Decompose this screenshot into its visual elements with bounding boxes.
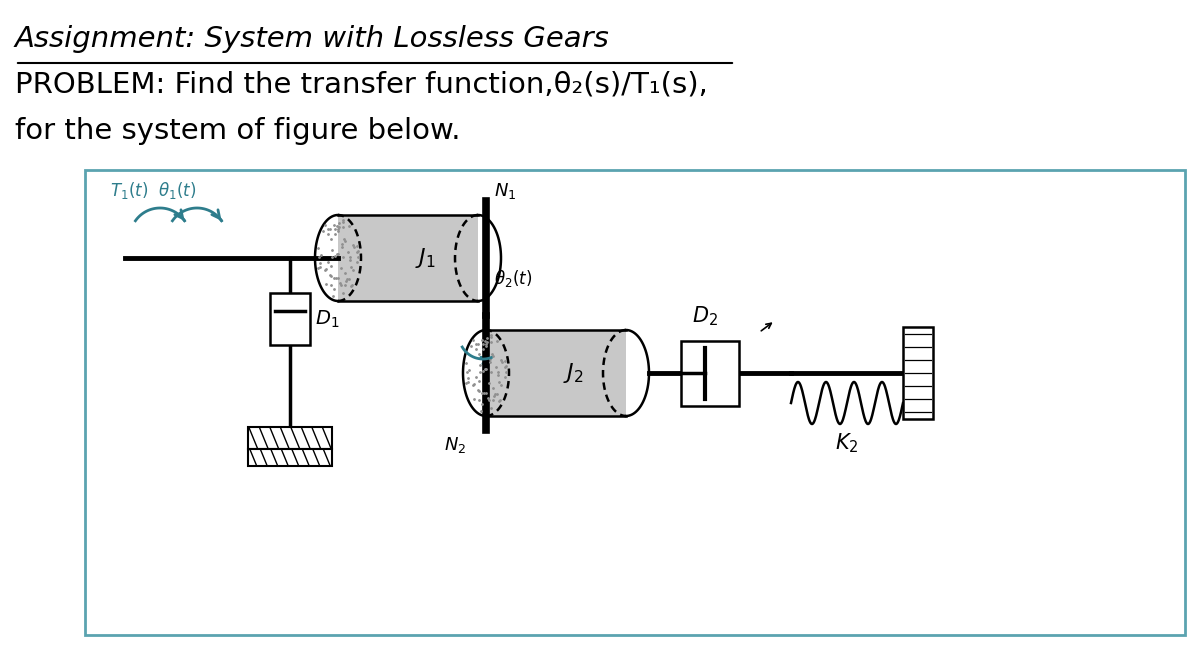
Bar (338, 215, 478, 301)
Text: $D_2$: $D_2$ (692, 304, 718, 328)
Text: $N_2$: $N_2$ (444, 435, 467, 455)
Text: $N_1$: $N_1$ (494, 181, 516, 201)
Bar (486, 330, 626, 416)
Text: PROBLEM: Find the transfer function,θ₂(s)/T₁(s),: PROBLEM: Find the transfer function,θ₂(s… (14, 70, 708, 98)
Bar (904, 327, 934, 419)
Text: Assignment: System with Lossless Gears: Assignment: System with Lossless Gears (14, 25, 610, 53)
Bar (682, 341, 739, 406)
Text: $K_2$: $K_2$ (835, 431, 859, 455)
Text: $\theta_2(t)$: $\theta_2(t)$ (494, 268, 532, 289)
Bar (248, 427, 332, 449)
Text: $T_1(t)$  $\theta_1(t)$: $T_1(t)$ $\theta_1(t)$ (110, 180, 197, 201)
Bar (248, 449, 332, 466)
Bar (270, 293, 310, 345)
Text: $J_2$: $J_2$ (563, 361, 583, 385)
Text: for the system of figure below.: for the system of figure below. (14, 117, 461, 145)
Text: $D_1$: $D_1$ (314, 308, 340, 330)
Bar (85, 170, 1186, 635)
Text: $J_1$: $J_1$ (414, 246, 436, 270)
